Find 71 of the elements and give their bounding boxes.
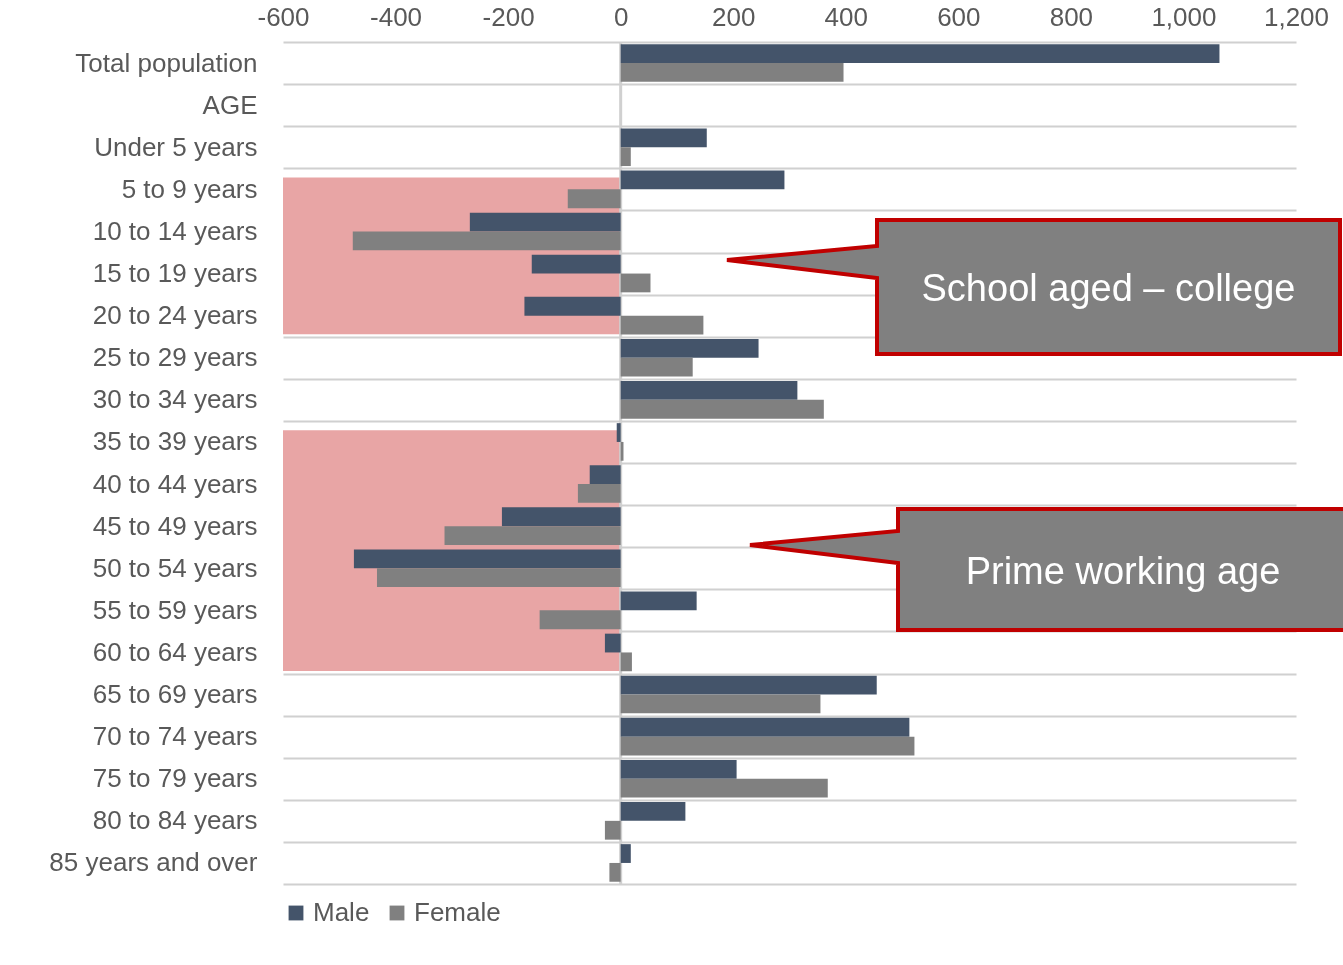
- bar: [620, 381, 798, 400]
- x-tick-label: 1,000: [1151, 1, 1217, 32]
- bar: [539, 610, 621, 630]
- bar: [620, 802, 686, 821]
- bar: [604, 820, 621, 840]
- bar: [524, 296, 621, 316]
- x-tick-label: 400: [824, 1, 868, 32]
- bar: [620, 273, 651, 293]
- bar: [444, 526, 621, 545]
- annotation: Prime working age: [965, 549, 1281, 592]
- y-tick-label: 60 to 64 years: [92, 636, 258, 667]
- y-tick-label: 65 to 69 years: [92, 679, 258, 710]
- x-tick-label: -400: [370, 1, 423, 32]
- y-tick-label: 5 to 9 years: [121, 173, 258, 204]
- bar: [352, 231, 621, 251]
- y-tick-label: 10 to 14 years: [92, 215, 258, 246]
- bar: [620, 591, 697, 611]
- y-tick-label: Total population: [75, 47, 258, 78]
- y-tick-label: 45 to 49 years: [92, 510, 258, 541]
- bar: [620, 357, 693, 377]
- y-tick-label: 40 to 44 years: [92, 468, 258, 499]
- bar: [620, 759, 737, 779]
- x-tick-label: 200: [712, 1, 756, 32]
- y-tick-label: 85 years and over: [49, 847, 258, 878]
- annotation: School aged – college: [921, 267, 1296, 309]
- y-tick-label: 55 to 59 years: [92, 594, 258, 625]
- bar: [620, 736, 915, 756]
- bar: [531, 254, 621, 274]
- x-tick-label: 0: [613, 1, 629, 32]
- x-tick-label: 1,200: [1263, 1, 1330, 32]
- bar: [589, 465, 621, 485]
- bar: [376, 568, 621, 588]
- y-tick-label: 30 to 34 years: [92, 384, 258, 415]
- x-tick-label: -200: [482, 1, 535, 32]
- y-tick-label: Under 5 years: [94, 131, 258, 162]
- legend-label: Female: [414, 897, 501, 927]
- bar: [604, 633, 621, 653]
- y-tick-label: 80 to 84 years: [92, 805, 258, 836]
- bar: [620, 717, 910, 737]
- y-tick-label: 25 to 29 years: [92, 342, 258, 373]
- legend-label: Male: [313, 897, 370, 927]
- y-tick-label: 50 to 54 years: [92, 552, 258, 583]
- bar: [620, 844, 631, 863]
- y-tick-label: 70 to 74 years: [92, 721, 258, 752]
- y-tick-label: 35 to 39 years: [92, 426, 258, 457]
- bar: [620, 44, 1220, 64]
- bar: [620, 778, 828, 798]
- bar: [620, 652, 632, 672]
- y-tick-label: 20 to 24 years: [92, 300, 258, 331]
- x-tick-label: 600: [937, 1, 981, 32]
- y-tick-label: 15 to 19 years: [92, 258, 258, 289]
- bar: [620, 315, 704, 335]
- bar: [620, 128, 707, 148]
- x-tick-label: 800: [1049, 1, 1094, 32]
- bar: [609, 862, 621, 882]
- bar: [577, 484, 621, 503]
- bar: [620, 675, 877, 695]
- bar: [567, 189, 621, 209]
- bar: [616, 423, 621, 442]
- bar: [620, 63, 844, 82]
- bar: [353, 549, 621, 569]
- bar: [620, 694, 821, 714]
- y-tick-label: 75 to 79 years: [92, 763, 258, 794]
- y-tick-label: AGE: [202, 89, 258, 120]
- bar: [620, 338, 759, 358]
- x-tick-label: -600: [257, 1, 310, 32]
- bar: [620, 147, 631, 167]
- bar: [501, 507, 621, 527]
- bar: [469, 212, 621, 232]
- bar: [620, 170, 785, 190]
- bar: [620, 399, 824, 419]
